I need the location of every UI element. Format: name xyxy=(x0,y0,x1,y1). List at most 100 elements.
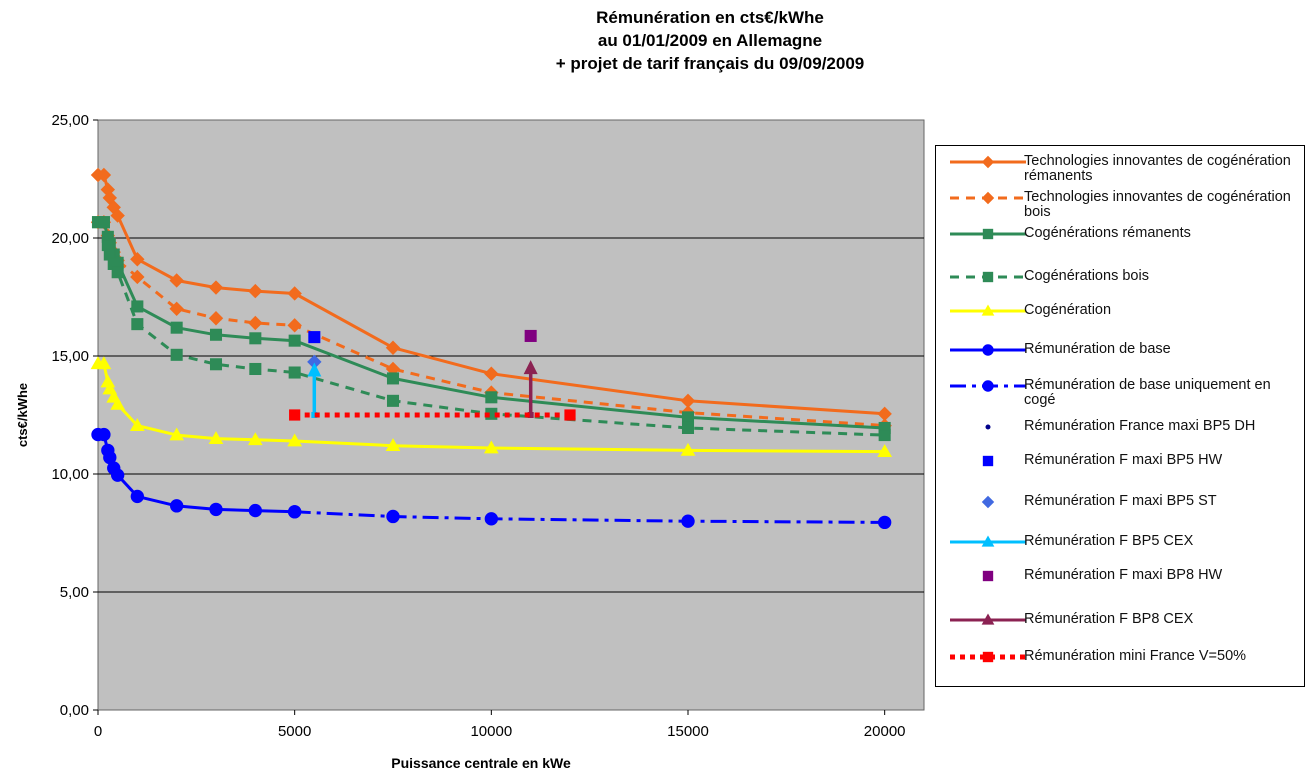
series-cogenerations-bois xyxy=(91,216,891,442)
legend-label: Rémunération de base xyxy=(1024,341,1171,357)
series-cogeneration xyxy=(90,356,893,457)
data-point xyxy=(681,421,695,435)
data-point xyxy=(311,412,318,418)
data-point xyxy=(248,283,263,299)
x-tick-label: 15000 xyxy=(667,723,709,740)
x-tick-label: 5000 xyxy=(278,723,311,740)
data-point xyxy=(97,427,111,442)
data-point xyxy=(110,396,126,410)
legend-symbol xyxy=(982,570,994,582)
chart-title-line-1: Rémunération en cts€/kWhe xyxy=(596,8,824,27)
data-point xyxy=(877,515,892,530)
legend-marker xyxy=(981,304,995,316)
legend-symbol xyxy=(950,651,1026,663)
data-point xyxy=(169,301,184,317)
legend-label: Rémunération F BP8 CEX xyxy=(1024,611,1194,627)
x-tick-label: 20000 xyxy=(864,723,906,740)
data-point xyxy=(97,216,110,229)
data-point xyxy=(208,280,224,295)
legend-marker xyxy=(982,570,994,582)
data-point xyxy=(386,394,400,407)
legend-marker xyxy=(982,271,994,283)
data-point xyxy=(131,300,144,313)
data-point xyxy=(877,444,893,457)
data-point xyxy=(170,348,183,361)
legend-label: Cogénérations rémanents xyxy=(1024,225,1191,241)
data-point xyxy=(878,429,891,442)
data-point xyxy=(523,360,538,375)
data-point xyxy=(208,431,224,444)
data-point xyxy=(385,438,401,452)
data-point xyxy=(248,503,263,518)
line-chart: 0,00 5,00 10,00 15,00 20,00 25,00 0 5000 10000 15… xyxy=(15,112,925,771)
data-point xyxy=(287,318,302,333)
legend-marker xyxy=(982,228,994,240)
legend-label: Technologies innovantes de cogénération … xyxy=(1024,189,1291,220)
x-axis-label: Puissance centrale en kWe xyxy=(391,755,571,771)
data-point xyxy=(307,362,322,377)
data-point xyxy=(169,427,185,441)
legend-marker xyxy=(981,155,995,169)
data-point xyxy=(386,509,400,524)
data-point xyxy=(564,409,576,421)
legend-symbol xyxy=(950,191,1026,205)
series-remuneration-f-maxi-bp5-hw xyxy=(308,331,321,344)
legend-label: Rémunération F maxi BP8 HW xyxy=(1024,567,1223,583)
data-point xyxy=(131,318,144,331)
data-point xyxy=(249,362,262,376)
data-point xyxy=(169,273,184,288)
data-point xyxy=(289,409,301,421)
data-point xyxy=(385,340,401,355)
legend-symbol xyxy=(950,155,1026,169)
legend-label: Rémunération mini France V=50% xyxy=(1024,648,1247,664)
legend-label: Technologies innovantes de cogénération … xyxy=(1024,153,1291,184)
y-tick-label: 15,00 xyxy=(51,348,89,365)
data-point xyxy=(208,311,224,326)
x-tick-label: 10000 xyxy=(470,723,512,740)
data-point xyxy=(308,331,321,344)
data-point xyxy=(248,315,263,331)
data-point xyxy=(130,269,145,285)
data-point xyxy=(681,514,695,528)
legend-label: Rémunération F maxi BP5 HW xyxy=(1024,452,1223,468)
legend-symbol xyxy=(982,455,994,467)
legend-label: Rémunération France maxi BP5 DH xyxy=(1024,418,1256,434)
data-point xyxy=(130,252,145,267)
data-point xyxy=(209,502,223,517)
data-point xyxy=(681,411,695,424)
data-point xyxy=(484,366,499,381)
legend-symbol xyxy=(981,495,995,509)
legend-marker xyxy=(985,424,991,430)
data-point xyxy=(96,356,112,370)
data-point xyxy=(209,328,223,341)
legend-symbol xyxy=(950,304,1026,316)
legend-label: Rémunération de base uniquement en cogé xyxy=(1024,377,1271,408)
series-technologies-innovantes-de-cogeneration-remanents xyxy=(90,167,892,422)
legend-symbol xyxy=(950,344,1026,356)
data-point xyxy=(483,440,499,454)
series-remuneration-f-bp8-cex xyxy=(523,360,538,418)
data-point xyxy=(288,366,301,379)
data-point xyxy=(110,468,125,482)
data-point xyxy=(96,167,112,183)
legend-symbol xyxy=(950,613,1026,625)
legend-marker xyxy=(982,651,994,663)
y-tick-label: 20,00 xyxy=(51,230,89,247)
data-point xyxy=(386,372,400,385)
legend-marker xyxy=(981,495,995,509)
y-tick-label: 25,00 xyxy=(51,112,89,129)
legend-marker xyxy=(982,380,994,392)
legend-marker xyxy=(982,455,994,467)
legend-label: Rémunération F maxi BP5 ST xyxy=(1024,493,1217,509)
series-remuneration-de-base-uniquement-en-coge xyxy=(287,505,892,530)
data-point xyxy=(111,266,124,279)
data-point xyxy=(170,321,183,334)
data-point xyxy=(287,433,303,447)
series-remuneration-mini-france-v-50 xyxy=(289,409,576,421)
data-point xyxy=(129,418,145,431)
data-point xyxy=(110,208,125,223)
legend-label: Cogénérations bois xyxy=(1024,268,1149,284)
data-point xyxy=(484,512,499,526)
y-tick-label: 0,00 xyxy=(60,702,89,719)
legend-symbol xyxy=(985,424,991,430)
